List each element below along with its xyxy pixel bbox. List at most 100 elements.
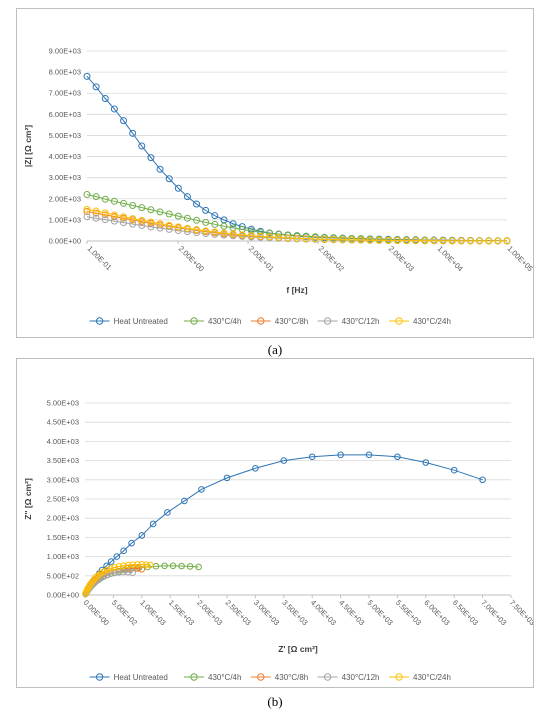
legend-label: Heat Untreated <box>114 317 168 326</box>
legend-marker <box>395 673 403 681</box>
data-point <box>293 234 301 242</box>
y-tick-label: 1.00E+03 <box>47 552 79 561</box>
legend-marker <box>395 317 403 325</box>
legend-marker <box>190 317 198 325</box>
x-tick-label: 2.00E+01 <box>247 244 276 273</box>
data-point <box>479 476 486 484</box>
data-point <box>124 568 132 576</box>
data-point <box>149 520 157 528</box>
x-tick-label: 2.00E+02 <box>317 244 346 273</box>
legend-label: 430°C/8h <box>275 673 308 682</box>
data-point <box>169 562 177 570</box>
y-tick-label: 8.00E+03 <box>49 68 81 77</box>
chart-panel-b: 0.00E+00 5.00E+02 1.00E+03 1.50E+03 2.00E+03… <box>16 358 534 688</box>
y-tick-label: 2.00E+03 <box>47 514 79 523</box>
data-point <box>156 165 164 173</box>
data-point <box>181 497 188 505</box>
data-point <box>302 235 310 243</box>
x-axis-label: Z' [Ω cm²] <box>278 644 318 654</box>
data-point <box>266 233 274 241</box>
data-point <box>164 509 171 516</box>
data-point <box>174 212 182 220</box>
data-point <box>83 72 91 80</box>
data-point <box>202 227 210 235</box>
x-tick-label: 2.50E+03 <box>224 598 253 627</box>
data-point <box>186 563 194 570</box>
legend-marker <box>257 317 265 325</box>
x-tick-label: 5.00E+02 <box>110 598 139 627</box>
y-tick-label: 9.00E+03 <box>49 47 81 56</box>
data-point <box>161 562 168 570</box>
legend-marker <box>323 317 332 325</box>
data-point <box>156 208 164 216</box>
data-point <box>107 565 114 572</box>
data-point <box>330 234 338 242</box>
data-point <box>133 565 141 572</box>
data-point <box>124 561 132 569</box>
data-point <box>422 459 430 466</box>
x-tick-label: 1.00E-01 <box>86 244 114 272</box>
data-point <box>365 451 373 459</box>
data-point <box>211 220 219 228</box>
data-point <box>138 204 146 212</box>
data-point <box>156 220 164 228</box>
data-point <box>101 211 109 219</box>
data-point <box>101 95 109 102</box>
series <box>82 451 486 597</box>
y-tick-label: 3.00E+03 <box>47 475 79 484</box>
data-point <box>120 568 127 576</box>
nyquist-chart: 0.00E+005.00E+021.00E+031.50E+032.00E+03… <box>23 399 533 683</box>
data-point <box>133 561 141 568</box>
data-point <box>320 235 328 243</box>
data-point <box>103 566 111 574</box>
data-point <box>450 466 458 474</box>
data-point <box>91 575 98 583</box>
data-point <box>275 233 283 241</box>
legend-marker <box>95 317 104 325</box>
series-line <box>86 76 508 242</box>
data-point <box>284 234 292 242</box>
data-point <box>220 222 228 230</box>
data-point <box>101 216 109 224</box>
data-point <box>238 231 246 239</box>
y-tick-label: 5.00E+03 <box>47 399 79 408</box>
x-tick-label: 2.00E+03 <box>387 244 416 273</box>
y-tick-label: 6.00E+03 <box>49 110 81 119</box>
data-point <box>357 236 365 244</box>
data-point <box>143 561 150 568</box>
data-point <box>92 207 100 215</box>
data-point <box>503 237 511 245</box>
x-tick-label: 7.00E+03 <box>479 598 508 627</box>
legend-label: 430°C/24h <box>413 317 451 326</box>
data-point <box>421 237 429 245</box>
x-tick-label: 1.00E+05 <box>506 244 533 273</box>
data-point <box>147 206 155 214</box>
legend-item: 430°C/4h <box>184 317 241 326</box>
data-point <box>110 197 118 205</box>
data-point <box>92 214 100 222</box>
series-line <box>86 194 508 242</box>
series <box>83 72 511 245</box>
data-point <box>247 232 255 240</box>
x-tick-label: 4.00E+03 <box>309 598 338 627</box>
data-point <box>178 562 185 570</box>
legend-marker <box>190 673 198 681</box>
data-point <box>174 223 182 231</box>
data-point <box>252 464 259 472</box>
legend-item: 430°C/4h <box>184 673 241 682</box>
data-point <box>320 233 328 241</box>
data-point <box>174 227 182 235</box>
y-tick-label: 3.00E+03 <box>49 173 81 182</box>
data-point <box>147 223 155 231</box>
data-point <box>129 220 137 228</box>
legend-label: 430°C/8h <box>275 317 308 326</box>
data-point <box>129 564 137 572</box>
data-point <box>494 237 502 245</box>
legend-item: 430°C/24h <box>389 317 451 326</box>
data-point <box>439 237 447 245</box>
panel-label-b: (b) <box>267 694 283 709</box>
legend-marker <box>323 673 332 681</box>
y-tick-label: 2.00E+03 <box>49 194 81 203</box>
x-axis-label: f [Hz] <box>286 285 307 295</box>
data-point <box>101 195 109 203</box>
